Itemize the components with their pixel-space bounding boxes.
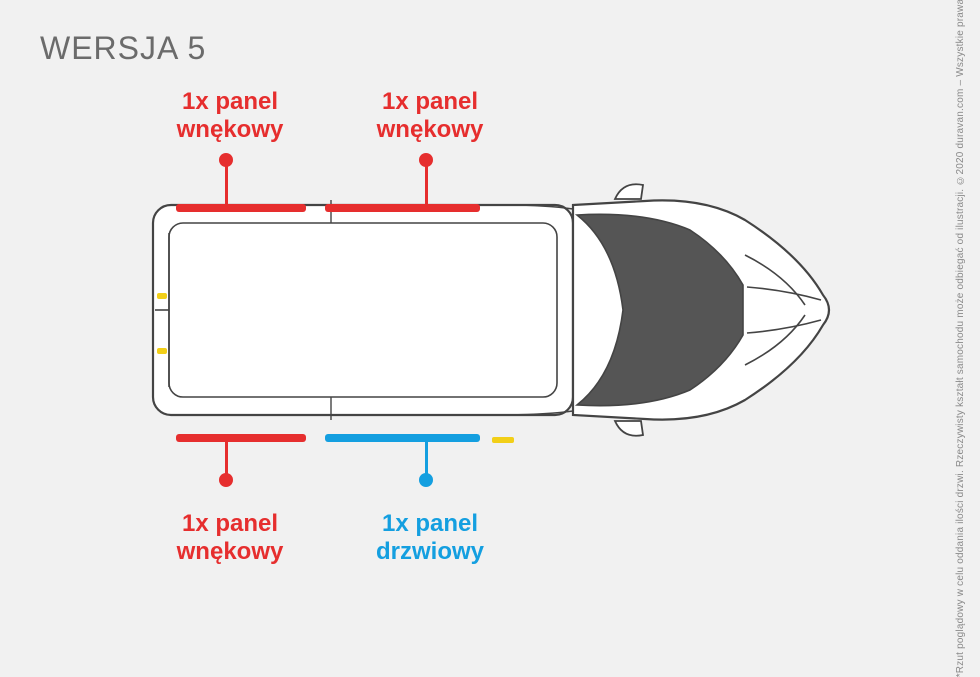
- label-line1: 1x panel: [182, 510, 278, 537]
- label-top-left: 1x panel wnękowy: [140, 88, 320, 143]
- label-line1: 1x panel: [382, 88, 478, 115]
- label-line2: wnękowy: [377, 116, 484, 143]
- accent-marker: [157, 293, 167, 299]
- label-line2: wnękowy: [177, 116, 284, 143]
- label-line2: drzwiowy: [376, 538, 484, 565]
- van-illustration: [145, 175, 845, 445]
- label-line1: 1x panel: [382, 510, 478, 537]
- panel-stripe: [176, 204, 306, 212]
- panel-stripe: [325, 434, 480, 442]
- callout-line: [425, 440, 428, 480]
- label-line2: wnękowy: [177, 538, 284, 565]
- panel-stripe: [325, 204, 480, 212]
- accent-marker: [492, 437, 514, 443]
- accent-marker: [157, 348, 167, 354]
- callout-line: [225, 160, 228, 204]
- label-top-right: 1x panel wnękowy: [340, 88, 520, 143]
- diagram-stage: WERSJA 5 *Rzut poglądowy w celu oddania …: [0, 0, 980, 613]
- page-title: WERSJA 5: [40, 30, 206, 67]
- label-bottom-right: 1x panel drzwiowy: [340, 510, 520, 565]
- callout-line: [425, 160, 428, 204]
- copyright-text: *Rzut poglądowy w celu oddania ilości dr…: [955, 0, 966, 677]
- label-line1: 1x panel: [182, 88, 278, 115]
- panel-stripe: [176, 434, 306, 442]
- label-bottom-left: 1x panel wnękowy: [140, 510, 320, 565]
- callout-line: [225, 440, 228, 480]
